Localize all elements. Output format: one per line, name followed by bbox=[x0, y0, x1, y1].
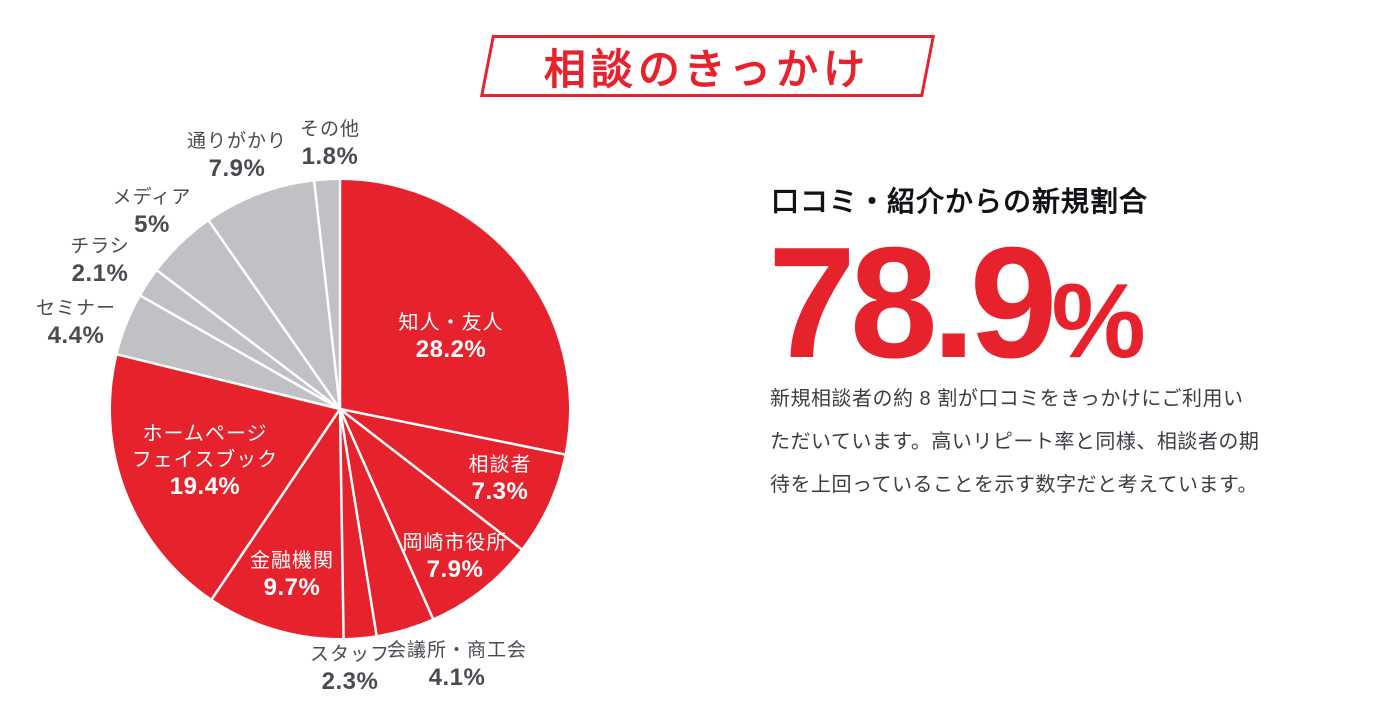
body-line: ただいています。高いリピート率と同様、相談者の期 bbox=[770, 431, 1260, 453]
page-title: 相談のきっかけ bbox=[544, 45, 871, 93]
slice-percent: 4.1% bbox=[428, 664, 486, 691]
body-line: 新規相談者の約 8 割が口コミをきっかけにご利用い bbox=[770, 388, 1244, 410]
pie-label-会議所・商工会: 会議所・商工会 4.1% bbox=[387, 638, 527, 692]
pie-label-スタッフ: スタッフ 2.3% bbox=[310, 642, 390, 696]
pie-separator bbox=[208, 220, 342, 410]
stats-body: 新規相談者の約 8 割が口コミをきっかけにご利用い ただいています。高いリピート… bbox=[770, 378, 1259, 507]
percent-sign: % bbox=[1051, 262, 1146, 380]
pie-slice-会議所・商工会 bbox=[340, 409, 433, 636]
slice-name: スタッフ bbox=[309, 644, 391, 665]
pie-slice-知人・友人 bbox=[340, 180, 570, 455]
slice-percent: 1.8% bbox=[301, 143, 359, 170]
pie-separator bbox=[338, 408, 378, 636]
pie-label-その他: その他 1.8% bbox=[300, 117, 360, 171]
pie-separator bbox=[156, 269, 341, 410]
pie-separator bbox=[210, 408, 342, 600]
pie-separator bbox=[339, 408, 523, 550]
body-line: 待を上回っていることを示す数字だと考えています。 bbox=[770, 474, 1258, 496]
pie-slice-メディア bbox=[157, 221, 340, 409]
pie-separator bbox=[140, 294, 341, 411]
pie-slice-金融機関 bbox=[211, 409, 344, 638]
pie-label-セミナー: セミナー 4.4% bbox=[36, 296, 116, 350]
pie-separator bbox=[117, 353, 341, 411]
pie-separator bbox=[339, 407, 565, 456]
pie-separator bbox=[338, 408, 434, 619]
slice-name: セミナー bbox=[35, 298, 117, 319]
slice-name: 会議所・商工会 bbox=[386, 640, 528, 661]
pie-slice-セミナー bbox=[117, 295, 340, 409]
pie-slice-通りがかり bbox=[209, 181, 340, 409]
big-percentage-value: 78.9 bbox=[768, 215, 1058, 391]
slice-name: 通りがかり bbox=[186, 131, 288, 152]
pie-slice-チラシ bbox=[140, 270, 340, 409]
pie-slice-岡崎市役所 bbox=[340, 409, 522, 619]
big-percentage: 78.9% bbox=[768, 212, 1146, 395]
pie-separator bbox=[338, 408, 345, 638]
slice-percent: 4.4% bbox=[47, 322, 105, 349]
pie-label-通りがかり: 通りがかり 7.9% bbox=[187, 129, 287, 183]
slice-percent: 2.3% bbox=[321, 668, 379, 695]
pie-separator bbox=[312, 181, 342, 410]
pie-chart bbox=[111, 180, 570, 638]
stats-heading: 口コミ・紹介からの新規割合 bbox=[771, 186, 1149, 217]
pie-slice-ホームページ フェイスブック bbox=[111, 354, 340, 599]
title-banner: 相談のきっかけ bbox=[479, 35, 936, 97]
slice-name: その他 bbox=[299, 119, 361, 140]
